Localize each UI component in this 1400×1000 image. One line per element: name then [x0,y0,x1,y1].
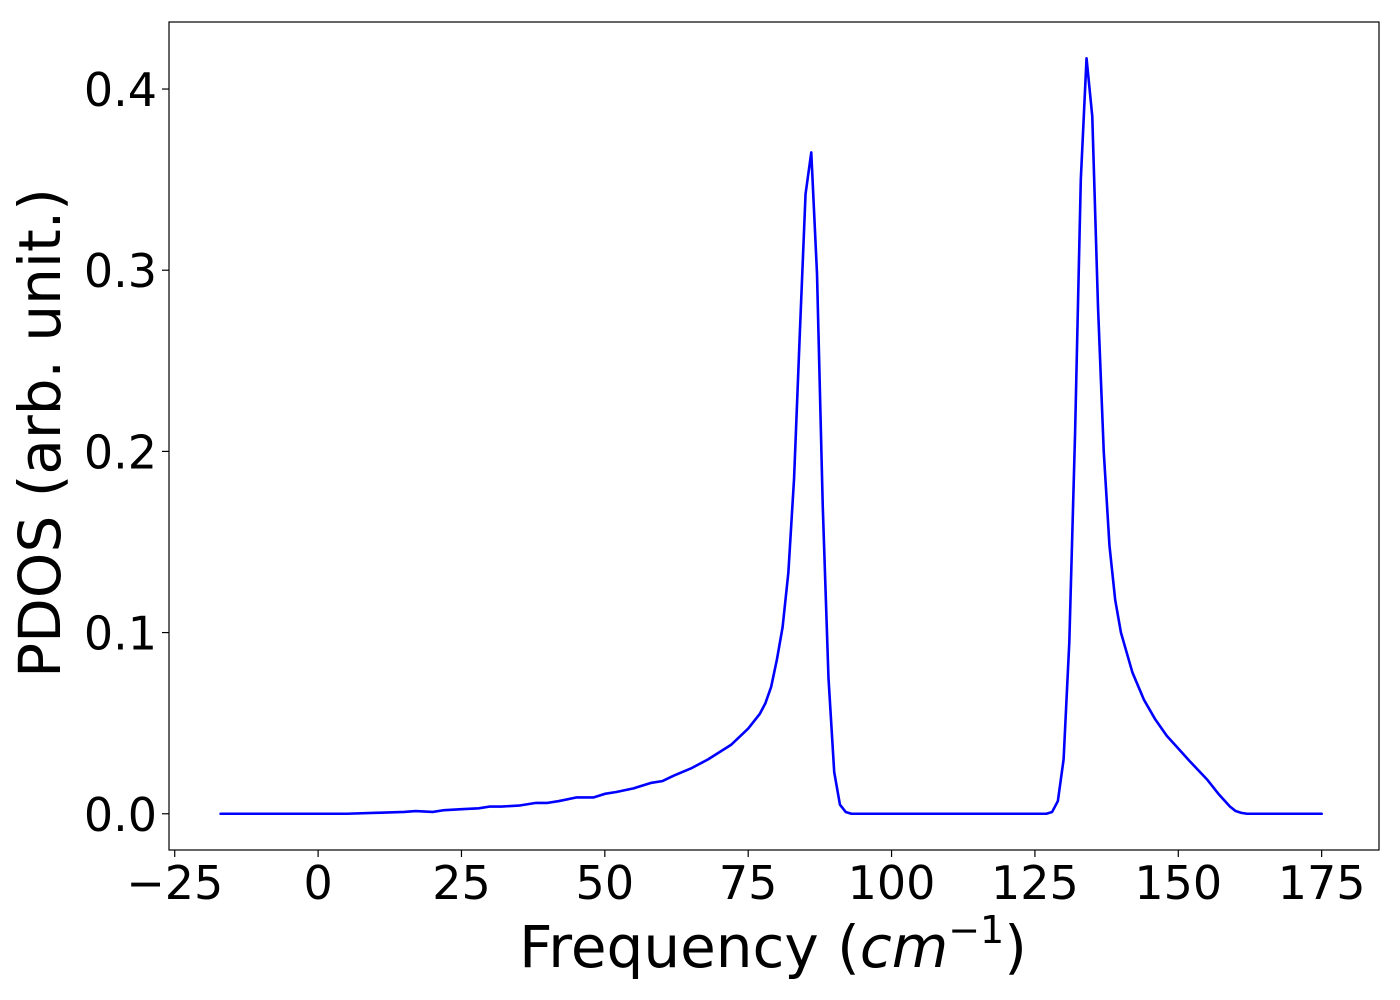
x-tick-label: 150 [1134,856,1222,910]
ticks-layer: −25 0 25 50 75 100 125 150 175 0.0 0.1 0.2 0.3 0.4 [84,63,1366,910]
x-axis-label-close: ) [1004,913,1027,981]
series-layer [219,56,1323,816]
x-tick-label: 125 [991,856,1079,910]
x-tick-label: 25 [432,856,491,910]
y-tick-label: 0.0 [84,788,157,842]
x-tick-label: 100 [848,856,936,910]
y-axis-label: PDOS (arb. unit.) [6,188,74,678]
plot-area [169,22,1379,850]
y-tick-label: 0.1 [84,607,157,661]
plot-background [169,22,1379,850]
x-axis-label-prefix: Frequency ( [519,913,860,981]
x-tick-label: 0 [303,856,332,910]
x-tick-label: 75 [719,856,778,910]
x-tick-label: 50 [576,856,635,910]
x-tick-label: −25 [126,856,223,910]
axes-layer [168,21,1380,851]
y-tick-label: 0.2 [84,425,157,479]
series-line-0 [219,56,1323,816]
x-axis-label: Frequency (cm−1) [519,908,1027,981]
x-axis-label-unit: cm [860,913,948,981]
x-axis-label-exponent: −1 [948,908,1004,952]
axes-frame [168,21,1380,851]
x-tick-label: 175 [1278,856,1366,910]
y-tick-label: 0.3 [84,244,157,298]
y-tick-label: 0.4 [84,63,157,117]
